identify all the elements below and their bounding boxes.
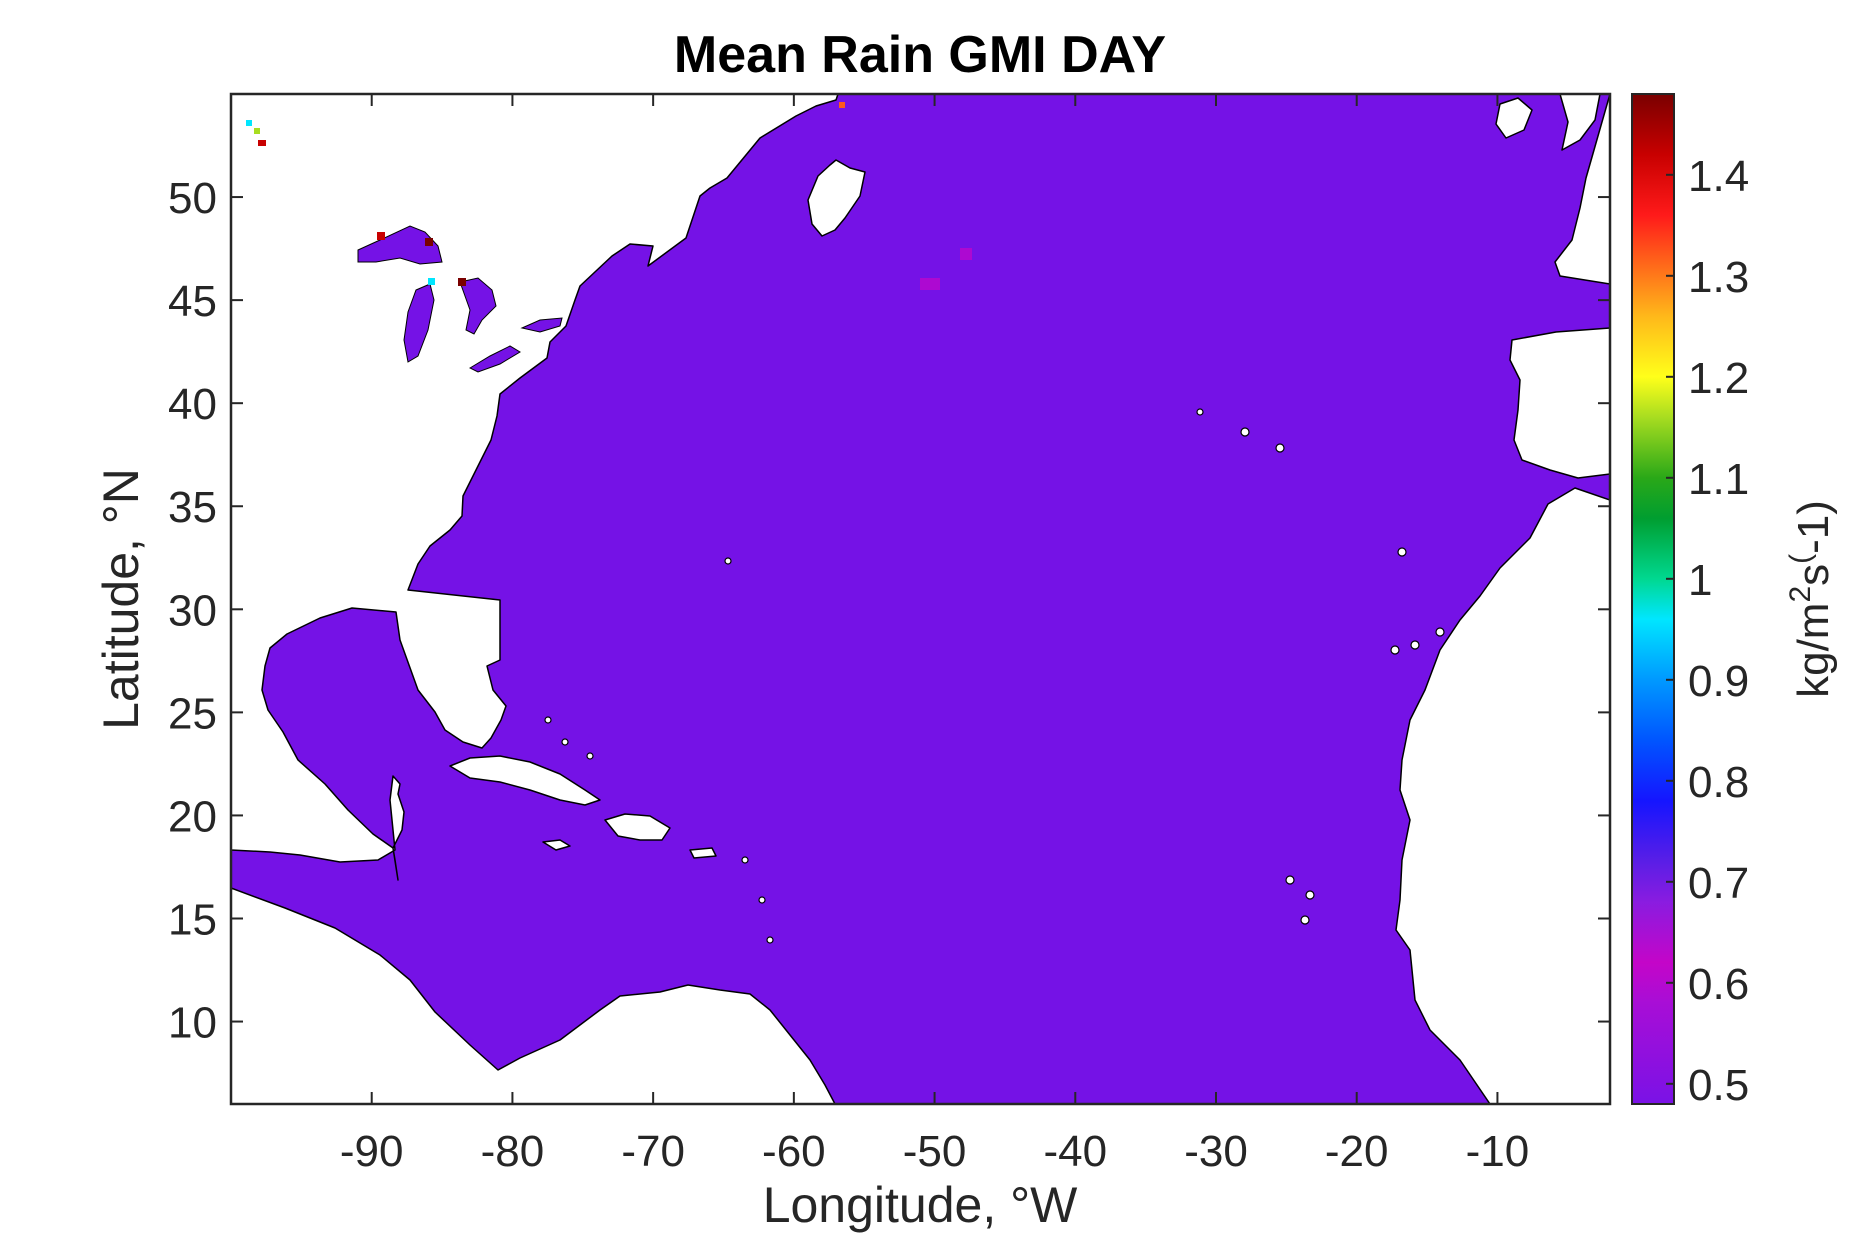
x-axis-ticks: -90 -80 -70 -60 -50 -40 -30 -20 -10 — [340, 94, 1529, 1176]
map-content — [231, 94, 1610, 1104]
small-islands — [544, 408, 1445, 944]
anomaly-pixel — [428, 278, 435, 285]
colorbar-tick-label: 1.4 — [1688, 152, 1749, 201]
x-tick-label: -40 — [1043, 1127, 1107, 1176]
anomaly-pixel — [425, 238, 433, 246]
colorbar-tick-label: 1.3 — [1688, 253, 1749, 302]
lake-michigan — [403, 283, 435, 363]
x-tick-label: -50 — [903, 1127, 967, 1176]
x-tick-label: -70 — [621, 1127, 685, 1176]
island-azores-1 — [1196, 408, 1204, 416]
land-newfoundland — [807, 159, 866, 237]
y-tick-label: 50 — [168, 174, 217, 223]
anomaly-grand-banks — [960, 248, 972, 260]
island-bahamas-3 — [586, 752, 594, 760]
land-britain — [1559, 94, 1601, 151]
colorbar-label-mid: s — [1789, 564, 1838, 586]
island-cape-verde-2 — [1305, 890, 1315, 900]
colorbar-label-end: -1) — [1789, 500, 1838, 554]
land-puerto-rico — [689, 847, 717, 859]
lake-erie — [468, 345, 521, 373]
x-tick-label: -20 — [1325, 1127, 1389, 1176]
island-azores-2 — [1240, 427, 1250, 437]
land-central-south-america — [231, 887, 836, 1104]
axes-frame — [229, 92, 1612, 1106]
colorbar-tick-label: 0.6 — [1688, 960, 1749, 1009]
island-madeira — [1397, 547, 1407, 557]
land-cuba — [449, 755, 601, 806]
x-tick-label: -80 — [481, 1127, 545, 1176]
x-tick-label: -60 — [762, 1127, 826, 1176]
land-masses — [231, 94, 1610, 1104]
island-lesser-antilles-1 — [741, 856, 749, 864]
island-azores-3 — [1275, 443, 1285, 453]
land-hispaniola — [604, 813, 671, 841]
island-cape-verde-1 — [1285, 875, 1295, 885]
colorbar-label-sup2: ( — [1784, 554, 1817, 564]
map-axes: -90 -80 -70 -60 -50 -40 -30 -20 -10 10 15 20 25 30 35… — [168, 92, 1612, 1176]
lake-huron — [459, 277, 497, 335]
colorbar-bar — [1631, 93, 1675, 1105]
lake-ontario — [520, 317, 563, 333]
y-axis-label: Latitude, °N — [93, 468, 149, 730]
island-bahamas-1 — [544, 716, 552, 724]
y-tick-label: 40 — [168, 380, 217, 429]
colorbar-tick-label: 0.9 — [1688, 657, 1749, 706]
anomaly-pixel — [254, 128, 260, 134]
land-ireland — [1495, 97, 1533, 139]
y-tick-label: 45 — [168, 277, 217, 326]
chart-title: Mean Rain GMI DAY — [674, 26, 1166, 84]
colorbar-ticks: 0.5 0.6 0.7 0.8 0.9 1 1.1 1.2 1.3 1.4 — [1666, 152, 1749, 1110]
island-canary-2 — [1410, 640, 1420, 650]
colorbar-tick-label: 1.1 — [1688, 455, 1749, 504]
y-tick-label: 10 — [168, 999, 217, 1048]
land-yucatan — [392, 847, 399, 881]
anomaly-pixel — [458, 278, 466, 286]
anomaly-pixel — [246, 120, 252, 126]
island-bahamas-2 — [561, 738, 569, 746]
anomaly-pixel — [258, 140, 266, 146]
y-tick-label: 30 — [168, 586, 217, 635]
colorbar-tick-label: 0.7 — [1688, 859, 1749, 908]
x-tick-label: -10 — [1466, 1127, 1530, 1176]
land-africa — [1395, 487, 1610, 1104]
island-cape-verde-3 — [1300, 915, 1310, 925]
land-france — [1554, 94, 1610, 285]
land-north-america — [231, 94, 839, 863]
y-tick-label: 15 — [168, 895, 217, 944]
x-tick-label: -30 — [1184, 1127, 1248, 1176]
x-axis-label: Longitude, °W — [763, 1177, 1078, 1233]
land-jamaica — [542, 839, 571, 851]
lake-superior — [357, 225, 443, 265]
y-tick-label: 20 — [168, 792, 217, 841]
anomaly-pixel — [839, 102, 845, 108]
colorbar-label-sup1: 2 — [1784, 586, 1817, 603]
anomaly-grand-banks — [920, 278, 940, 290]
colorbar-tick-label: 0.8 — [1688, 758, 1749, 807]
colorbar-label: kg/m2s(-1) — [1784, 500, 1838, 698]
island-canary-1 — [1390, 645, 1400, 655]
land-iberia — [1509, 327, 1610, 479]
island-lesser-antilles-3 — [766, 936, 774, 944]
y-tick-label: 35 — [168, 483, 217, 532]
island-bermuda — [724, 557, 732, 565]
colorbar: 0.5 0.6 0.7 0.8 0.9 1 1.1 1.2 1.3 1.4 kg/m2s(-1) — [1631, 93, 1838, 1110]
colorbar-tick-label: 0.5 — [1688, 1061, 1749, 1110]
island-lesser-antilles-2 — [758, 896, 766, 904]
anomaly-pixel — [377, 232, 385, 240]
island-canary-3 — [1435, 627, 1445, 637]
rain-anomalies — [246, 102, 972, 290]
y-axis-ticks: 10 15 20 25 30 35 40 45 50 — [168, 174, 1610, 1048]
x-tick-label: -90 — [340, 1127, 404, 1176]
colorbar-tick-label: 1 — [1688, 556, 1712, 605]
y-tick-label: 25 — [168, 689, 217, 738]
great-lakes — [357, 225, 563, 373]
colorbar-tick-label: 1.2 — [1688, 354, 1749, 403]
colorbar-label-main: kg/m — [1789, 603, 1838, 698]
